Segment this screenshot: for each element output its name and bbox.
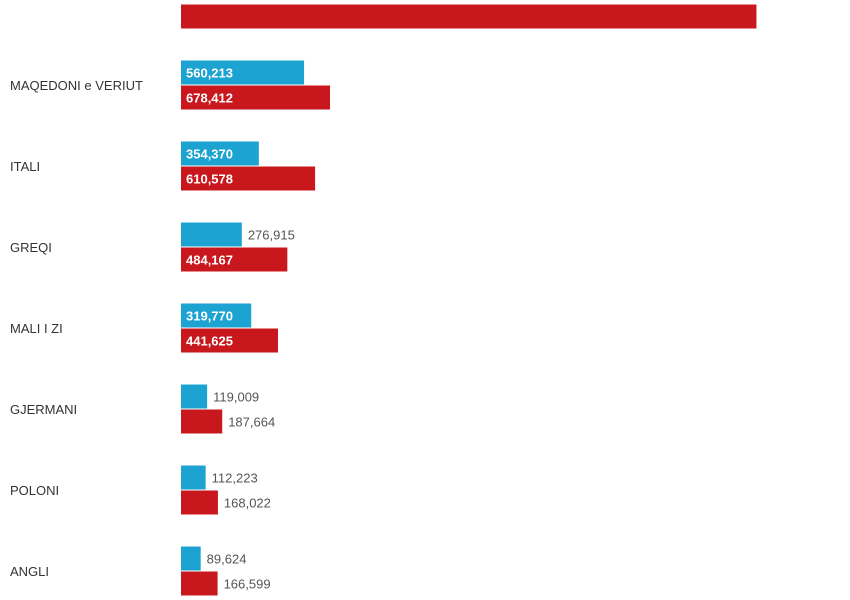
category-label: ANGLI xyxy=(10,564,49,579)
value-label: 560,213 xyxy=(186,66,233,81)
category-label: POLONI xyxy=(10,483,59,498)
value-label: 354,370 xyxy=(186,147,233,162)
blue-bar xyxy=(181,303,252,328)
value-label: 166,599 xyxy=(224,577,271,592)
category-label: GJERMANI xyxy=(10,402,77,417)
value-label: 484,167 xyxy=(186,253,233,268)
blue-bar xyxy=(181,60,305,85)
value-label: 441,625 xyxy=(186,334,233,349)
blue-bar xyxy=(181,222,242,247)
red-bar xyxy=(181,247,288,272)
red-bar xyxy=(181,328,278,353)
red-bar xyxy=(181,571,218,596)
category-label: MAQEDONI e VERIUT xyxy=(10,78,143,93)
value-label: 187,664 xyxy=(228,415,275,430)
blue-bar xyxy=(181,465,206,490)
red-bar xyxy=(181,166,316,191)
category-label: MALI I ZI xyxy=(10,321,63,336)
value-label: 276,915 xyxy=(248,228,295,243)
blue-bar xyxy=(181,384,208,409)
red-bar xyxy=(181,409,223,434)
value-label: 319,770 xyxy=(186,309,233,324)
value-label: 89,624 xyxy=(207,552,247,567)
bars-layer xyxy=(181,4,757,596)
value-label: 168,022 xyxy=(224,496,271,511)
value-label: 112,223 xyxy=(212,471,258,486)
blue-bar xyxy=(181,546,201,571)
value-label: 119,009 xyxy=(213,390,259,405)
red-bar xyxy=(181,4,757,29)
blue-bar xyxy=(181,141,259,166)
category-label: GREQI xyxy=(10,240,52,255)
category-label: ITALI xyxy=(10,159,40,174)
labels-layer: MAQEDONI e VERIUT 560,213 678,412 ITALI 354,… xyxy=(10,66,295,592)
value-label: 678,412 xyxy=(186,91,233,106)
red-bar xyxy=(181,490,218,515)
value-label: 610,578 xyxy=(186,172,233,187)
red-bar xyxy=(181,85,330,110)
